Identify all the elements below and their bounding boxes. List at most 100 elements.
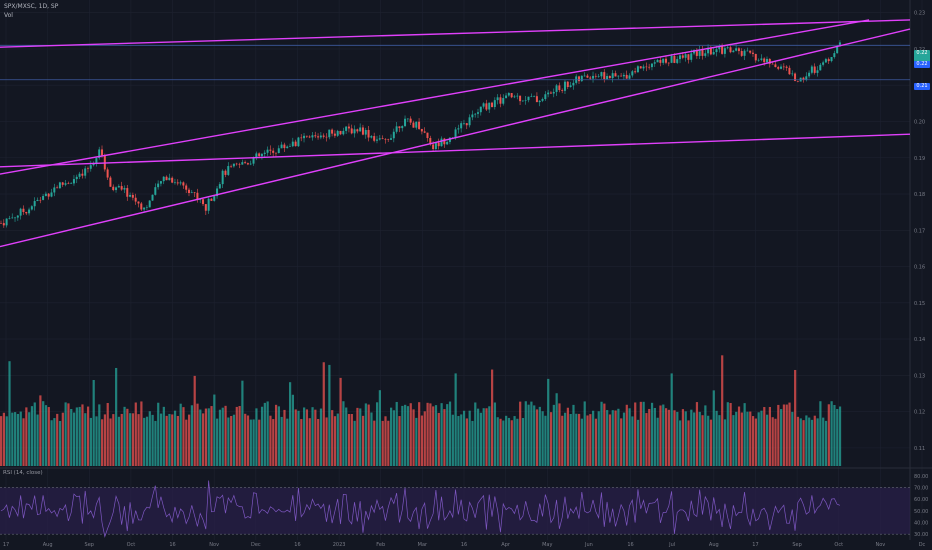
candle-body xyxy=(479,106,482,113)
volume-bar xyxy=(333,416,337,466)
volume-bar xyxy=(460,414,463,466)
candle-body xyxy=(541,99,544,101)
volume-bar xyxy=(645,413,648,466)
volume-bar xyxy=(693,412,696,466)
volume-bar xyxy=(662,404,665,466)
candle-body xyxy=(530,96,533,98)
time-tick-label: Sep xyxy=(792,542,801,548)
volume-bar xyxy=(499,418,502,466)
volume-bar xyxy=(126,408,129,466)
volume-bar xyxy=(547,378,550,466)
current-price-tag: 0.22 xyxy=(914,50,930,64)
candle-body xyxy=(5,218,8,226)
candle-body xyxy=(813,66,816,73)
candle-body xyxy=(600,72,603,77)
candle-body xyxy=(16,215,19,218)
volume-bar xyxy=(426,402,429,466)
volume-bar xyxy=(106,402,109,466)
volume-bar xyxy=(432,406,435,466)
candle-body xyxy=(746,50,749,52)
volume-bar xyxy=(782,404,786,466)
volume-bar xyxy=(768,406,771,466)
candle-body xyxy=(552,91,555,94)
candle-body xyxy=(244,162,247,164)
candle-body xyxy=(359,127,362,132)
candle-body xyxy=(634,71,637,73)
candle-body xyxy=(317,136,320,138)
volume-bar xyxy=(373,420,376,466)
candle-body xyxy=(289,146,292,147)
candle-body xyxy=(457,128,460,130)
time-tick-label: 16 xyxy=(627,542,633,548)
volume-bar xyxy=(519,401,522,466)
price-tick-label: 0.17 xyxy=(914,228,925,234)
candle-body xyxy=(297,137,300,147)
volume-bar xyxy=(89,417,92,466)
candle-body xyxy=(827,59,830,62)
candle-body xyxy=(583,75,586,77)
volume-bar xyxy=(159,413,163,466)
candle-body xyxy=(749,50,752,53)
rsi-tick-label: 30.00 xyxy=(914,532,928,538)
price-tick-label: 0.19 xyxy=(914,156,925,162)
volume-bar xyxy=(249,419,252,466)
candle-body xyxy=(527,96,530,101)
candle-body xyxy=(485,103,488,110)
level-price-tag-2: 0.21 xyxy=(914,83,930,90)
candle-body xyxy=(95,158,98,164)
volume-bar xyxy=(123,406,126,466)
volume-bar xyxy=(347,414,351,466)
volume-bar xyxy=(14,412,17,466)
candle-body xyxy=(53,187,56,193)
time-tick-label: Jun xyxy=(584,542,593,548)
volume-bar xyxy=(61,412,64,466)
candle-body xyxy=(202,199,205,205)
time-tick-label: Sep xyxy=(85,542,94,548)
candle-body xyxy=(664,58,667,63)
candle-body xyxy=(482,103,485,107)
volume-bar xyxy=(294,409,297,466)
candle-body xyxy=(182,182,185,186)
candle-body xyxy=(491,102,494,107)
candle-body xyxy=(67,183,70,184)
candle-body xyxy=(737,48,740,52)
volume-bar xyxy=(269,415,272,466)
candle-body xyxy=(350,128,353,134)
volume-bar xyxy=(448,401,452,466)
candle-body xyxy=(673,55,676,63)
volume-bar xyxy=(272,419,275,466)
volume-bar xyxy=(754,418,757,466)
candle-body xyxy=(611,73,614,79)
candle-body xyxy=(723,48,726,54)
candle-body xyxy=(704,53,707,56)
volume-bar xyxy=(583,401,586,466)
candlesticks xyxy=(0,40,841,228)
volume-bar xyxy=(774,418,777,466)
candle-body xyxy=(286,146,289,149)
volume-bar xyxy=(131,413,135,466)
volume-bar xyxy=(707,415,710,466)
candle-body xyxy=(22,208,25,212)
candle-body xyxy=(328,129,331,138)
volume-bar xyxy=(625,404,628,466)
volume-bar xyxy=(729,403,732,466)
chart-legend: SPX/MXSC, 1D, SP Vol xyxy=(4,2,58,20)
volume-bar xyxy=(541,411,544,466)
horizontal-levels xyxy=(0,44,910,81)
candle-body xyxy=(106,169,109,178)
candle-body xyxy=(280,144,283,149)
volume-bar xyxy=(614,410,617,466)
volume-bar xyxy=(743,403,746,466)
volume-bar xyxy=(673,410,676,466)
price-tick-label: 0.18 xyxy=(914,192,925,198)
candle-body xyxy=(785,66,788,68)
candle-body xyxy=(347,126,350,129)
candle-body xyxy=(11,217,14,219)
volume-bar xyxy=(580,418,584,466)
candle-body xyxy=(547,92,550,95)
rsi-tick-label: 60.00 xyxy=(914,497,928,503)
candle-body xyxy=(617,75,620,77)
volume-bar xyxy=(319,408,323,466)
volume-bar xyxy=(471,420,474,466)
